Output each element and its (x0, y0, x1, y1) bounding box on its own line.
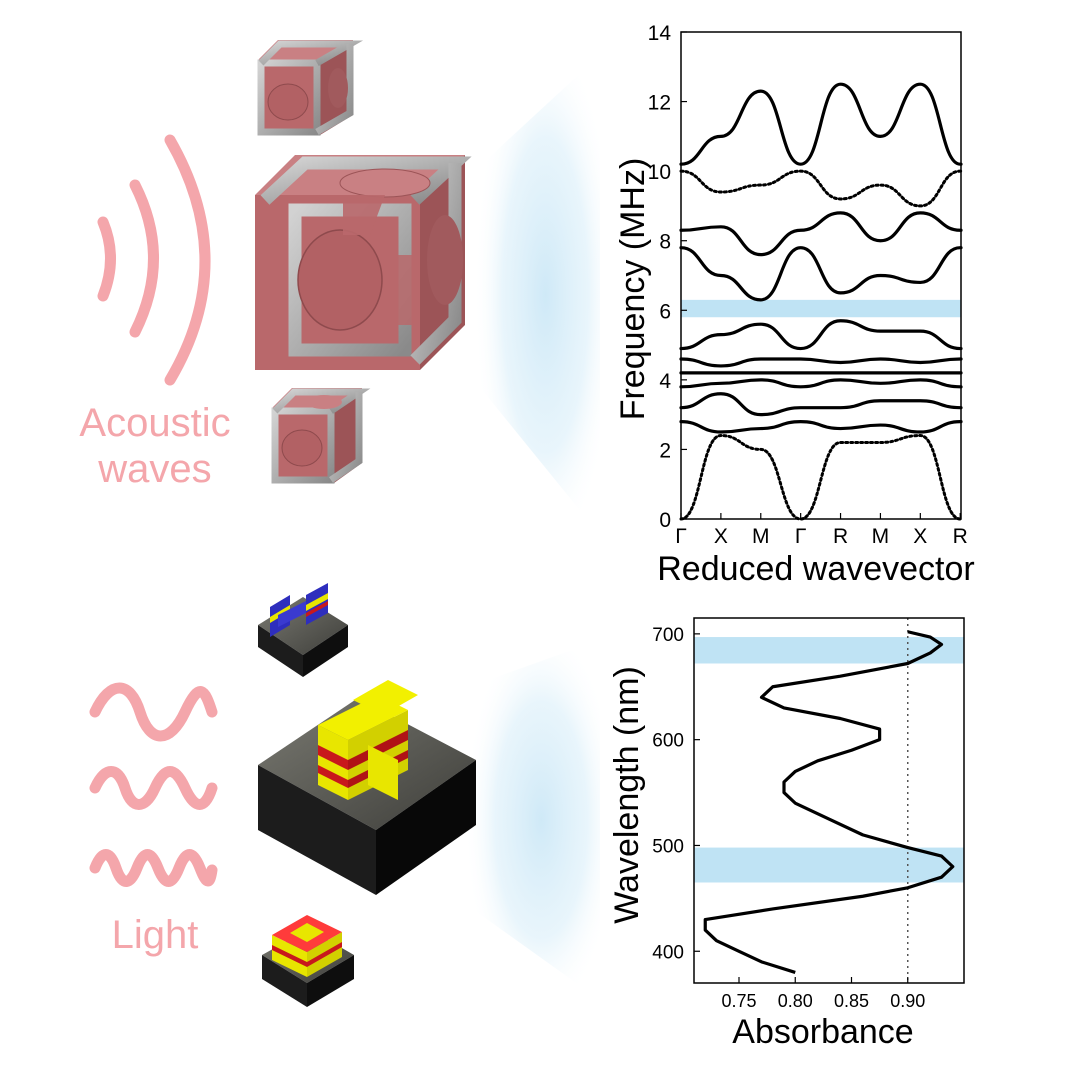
y-tick-label: 2 (659, 439, 671, 462)
band-3 (679, 392, 963, 417)
y-axis-label: Frequency (MHz) (614, 158, 652, 421)
x-tick-label: X (714, 525, 728, 548)
x-tick-label: M (872, 525, 890, 548)
y-tick-label: 500 (652, 836, 684, 857)
x-tick-label: M (752, 525, 770, 548)
x-tick-label: X (913, 525, 927, 548)
y-tick-label: 10 (648, 161, 671, 184)
band-9 (679, 211, 963, 257)
metasurface-icon (262, 915, 354, 1007)
x-tick-label: 0.85 (834, 991, 869, 1011)
lattice-cube-icon (257, 40, 364, 136)
x-tick-label: 0.90 (890, 991, 925, 1011)
band-2 (679, 419, 963, 434)
band-4 (679, 378, 963, 389)
band-7 (679, 319, 963, 351)
x-tick-label: 0.75 (721, 991, 756, 1011)
plot-frame (680, 31, 962, 520)
y-axis-label: Wavelength (nm) (608, 666, 646, 924)
y-tick-label: 12 (648, 92, 671, 115)
absorbance-chart: 400 500 600 700 0.75 0.80 0.85 0.90 Wavelength … (608, 617, 965, 1051)
plot-frame (693, 617, 965, 984)
y-tick-label: 6 (659, 300, 671, 323)
projection-beam-top (470, 55, 600, 535)
acoustic-label-line2: waves (98, 447, 212, 491)
absorbance-line (703, 630, 955, 974)
lattice-cube-icon (255, 155, 472, 370)
y-tick-label: 8 (659, 231, 671, 254)
acoustic-label-line1: Acoustic (79, 401, 231, 445)
x-axis-label: Absorbance (732, 1013, 913, 1051)
x-tick-label: Γ (675, 525, 687, 548)
metasurface-icon (258, 583, 348, 677)
acoustic-waves-icon (97, 134, 211, 386)
x-tick-label: 0.80 (778, 991, 813, 1011)
metasurface-icon (258, 680, 476, 895)
y-tick-label: 600 (652, 731, 684, 752)
absorption-band (694, 847, 964, 883)
y-tick-label: 400 (652, 942, 684, 963)
y-tick-label: 14 (648, 22, 672, 45)
lattice-cube-icon (271, 388, 371, 484)
light-waves-icon (89, 682, 218, 887)
x-tick-label: Γ (795, 525, 807, 548)
band-8 (679, 246, 963, 302)
y-tick-label: 700 (652, 625, 684, 646)
band-1 (679, 434, 963, 521)
x-tick-label: R (953, 525, 968, 548)
band-10 (679, 169, 963, 208)
y-tick-label: 4 (659, 370, 671, 393)
light-label: Light (111, 913, 199, 957)
band-6 (679, 357, 963, 368)
band-11 (679, 82, 963, 166)
y-tick-label: 0 (659, 509, 671, 532)
band-gap-highlight (681, 299, 961, 318)
x-axis-label: Reduced wavevector (657, 550, 975, 588)
absorption-band (694, 637, 964, 664)
x-tick-label: R (833, 525, 848, 548)
projection-beam-bottom (460, 640, 600, 1000)
acoustic-waves-label: Acoustic waves (60, 400, 250, 492)
